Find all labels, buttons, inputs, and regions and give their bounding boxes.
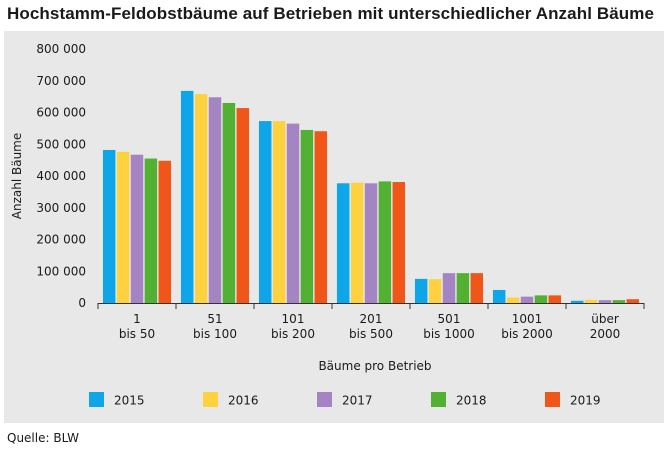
bar-2019 <box>548 295 562 303</box>
x-tick-label: 1001 <box>512 312 543 326</box>
bar-2018 <box>300 129 314 303</box>
x-tick-label: 201 <box>360 312 383 326</box>
bar-2017 <box>364 183 378 303</box>
y-tick-label: 0 <box>78 296 86 310</box>
bar-2015 <box>258 121 272 303</box>
y-tick-label: 800 000 <box>36 42 86 56</box>
bar-2018 <box>612 300 626 303</box>
bar-2017 <box>598 300 612 303</box>
bar-2017 <box>442 273 456 303</box>
bar-2019 <box>314 131 328 303</box>
bar-2019 <box>392 182 406 303</box>
x-tick-label: bis 100 <box>193 327 237 341</box>
legend-label: 2019 <box>570 394 601 408</box>
y-tick-label: 400 000 <box>36 169 86 183</box>
legend-swatch-2019 <box>545 392 560 407</box>
x-tick-label: bis 2000 <box>501 327 553 341</box>
bar-2015 <box>180 90 194 303</box>
x-tick-label: über <box>591 312 619 326</box>
x-tick-label: bis 50 <box>119 327 155 341</box>
legend-swatch-2016 <box>203 392 218 407</box>
bar-2018 <box>378 181 392 303</box>
legend-label: 2017 <box>342 394 373 408</box>
bar-2016 <box>116 151 130 303</box>
chart-title: Hochstamm-Feldobstbäume auf Betrieben mi… <box>7 4 655 23</box>
bar-2015 <box>414 278 428 303</box>
legend-label: 2018 <box>456 394 487 408</box>
bar-2015 <box>102 149 116 303</box>
bar-2018 <box>456 273 470 303</box>
y-axis: 0 100 000 200 000 300 000 400 000 500 000 600 … <box>36 42 86 310</box>
bar-2017 <box>130 154 144 303</box>
legend-swatch-2018 <box>431 392 446 407</box>
legend-swatch-2015 <box>89 392 104 407</box>
y-tick-label: 100 000 <box>36 264 86 278</box>
bar-2016 <box>506 297 520 303</box>
bar-2019 <box>626 299 640 303</box>
bar-2018 <box>222 102 236 303</box>
y-tick-label: 200 000 <box>36 233 86 247</box>
bar-2019 <box>236 108 250 303</box>
y-axis-title: Anzahl Bäume <box>10 133 24 219</box>
y-tick-label: 700 000 <box>36 74 86 88</box>
bar-2015 <box>570 300 584 303</box>
bar-2018 <box>144 158 158 303</box>
x-tick-label: bis 1000 <box>423 327 475 341</box>
legend-label: 2015 <box>114 394 145 408</box>
legend-label: 2016 <box>228 394 259 408</box>
y-tick-label: 300 000 <box>36 201 86 215</box>
x-tick-label: 501 <box>438 312 461 326</box>
legend: 2015 2016 2017 2018 2019 <box>89 392 601 408</box>
bar-2018 <box>534 295 548 303</box>
y-tick-label: 500 000 <box>36 137 86 151</box>
y-tick-label: 600 000 <box>36 106 86 120</box>
x-tick-label: 101 <box>282 312 305 326</box>
x-tick-label: 2000 <box>590 327 621 341</box>
x-tick-label: 1 <box>133 312 141 326</box>
bar-2016 <box>584 299 598 303</box>
x-tick-label: bis 200 <box>271 327 315 341</box>
bar-2019 <box>158 160 172 303</box>
x-axis-title: Bäume pro Betrieb <box>318 359 431 373</box>
bar-2017 <box>520 296 534 303</box>
x-tick-label: bis 500 <box>349 327 393 341</box>
source-note: Quelle: BLW <box>7 431 80 445</box>
bar-2015 <box>492 289 506 303</box>
bar-2016 <box>194 94 208 303</box>
bar-2017 <box>208 97 222 303</box>
bar-2019 <box>470 273 484 303</box>
bar-2017 <box>286 123 300 303</box>
bar-2015 <box>336 183 350 303</box>
x-tick-label: 51 <box>207 312 222 326</box>
bar-2016 <box>272 121 286 303</box>
bar-2016 <box>428 279 442 303</box>
legend-swatch-2017 <box>317 392 332 407</box>
bar-area <box>102 90 640 303</box>
bar-2016 <box>350 182 364 303</box>
